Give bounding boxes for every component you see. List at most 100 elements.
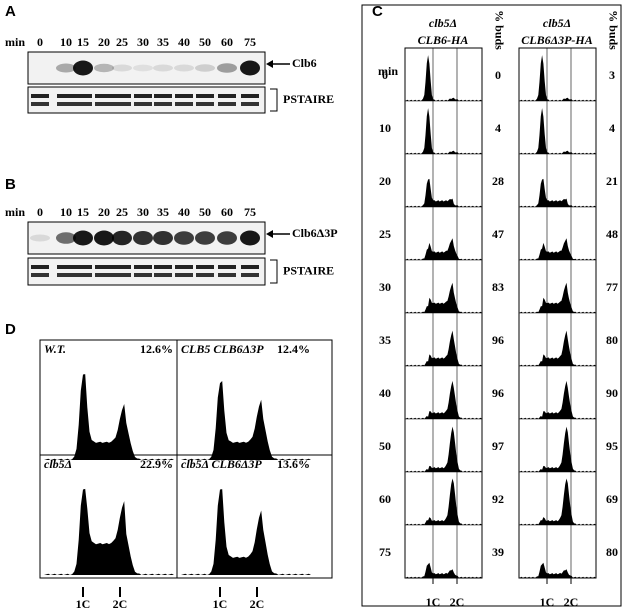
band <box>134 273 152 277</box>
histogram <box>405 55 482 101</box>
panel-label: C <box>372 3 383 20</box>
x-label: 2C <box>250 597 265 611</box>
band <box>95 94 113 98</box>
time-point: 75 <box>379 545 391 559</box>
column-title: CLB6Δ3P-HA <box>521 33 593 47</box>
band <box>218 273 236 277</box>
time-point: 60 <box>221 35 233 49</box>
histogram <box>519 55 596 101</box>
band <box>74 94 92 98</box>
buds-value: 83 <box>492 280 504 294</box>
band <box>240 230 260 246</box>
time-point: 20 <box>379 174 391 188</box>
band <box>31 265 49 269</box>
band <box>241 273 259 277</box>
time-point: 75 <box>244 35 256 49</box>
arrow-head <box>266 60 273 68</box>
band <box>31 273 49 277</box>
time-label: min <box>5 205 25 219</box>
band <box>57 273 75 277</box>
band <box>241 94 259 98</box>
time-point: 10 <box>379 121 391 135</box>
buds-value: 92 <box>492 492 504 506</box>
buds-value: 4 <box>609 121 615 135</box>
band <box>94 230 114 246</box>
buds-value: 69 <box>606 492 618 506</box>
band <box>174 231 194 245</box>
histogram <box>181 381 311 460</box>
histogram <box>405 108 482 154</box>
time-point: 50 <box>379 439 391 453</box>
genotype: CLB5 CLB6Δ3P <box>181 342 264 356</box>
buds-value: 39 <box>492 545 504 559</box>
band <box>175 273 193 277</box>
blot-label: Clb6 <box>292 56 317 70</box>
percent: 22.9% <box>140 457 173 471</box>
panel-label: B <box>5 176 16 193</box>
band <box>196 94 214 98</box>
histogram <box>519 238 596 260</box>
time-point: 30 <box>137 35 149 49</box>
time-point: 30 <box>137 205 149 219</box>
x-label: 1C <box>540 595 555 609</box>
x-label: 2C <box>564 595 579 609</box>
histogram <box>519 562 596 578</box>
histogram <box>405 238 482 260</box>
buds-value: 90 <box>606 386 618 400</box>
buds-value: 28 <box>492 174 504 188</box>
genotype: clb5Δ CLB6Δ3P <box>181 457 262 471</box>
band <box>56 63 76 73</box>
histogram <box>181 489 311 575</box>
time-point: 40 <box>178 205 190 219</box>
band <box>134 265 152 269</box>
band <box>73 60 93 76</box>
band <box>174 64 194 72</box>
buds-value: 77 <box>606 280 618 294</box>
band <box>175 265 193 269</box>
control-label: PSTAIRE <box>283 263 334 277</box>
percent: 12.4% <box>277 342 310 356</box>
histogram <box>405 330 482 366</box>
band <box>113 94 131 98</box>
histogram <box>405 178 482 207</box>
buds-value: 80 <box>606 545 618 559</box>
histogram <box>405 426 482 472</box>
time-point: 10 <box>60 205 72 219</box>
buds-value: 80 <box>606 333 618 347</box>
histogram <box>519 380 596 419</box>
band <box>113 273 131 277</box>
band <box>153 64 173 72</box>
x-label: 2C <box>450 595 465 609</box>
histogram <box>519 426 596 472</box>
panel-d-border <box>39 339 333 579</box>
band <box>134 94 152 98</box>
time-point: 30 <box>379 280 391 294</box>
band <box>196 265 214 269</box>
genotype: W.T. <box>44 342 66 356</box>
time-point: 35 <box>379 333 391 347</box>
blot <box>27 86 266 114</box>
column-title: clb5Δ <box>429 16 457 30</box>
time-point: 60 <box>221 205 233 219</box>
buds-header: % buds <box>606 10 620 50</box>
x-label: 1C <box>213 597 228 611</box>
histogram <box>405 380 482 419</box>
band <box>31 94 49 98</box>
blot <box>27 257 266 286</box>
band <box>57 265 75 269</box>
time-point: 20 <box>98 205 110 219</box>
column-title: clb5Δ <box>543 16 571 30</box>
x-label: 2C <box>113 597 128 611</box>
time-point: 25 <box>116 205 128 219</box>
band <box>175 94 193 98</box>
time-point: 15 <box>77 35 89 49</box>
buds-value: 21 <box>606 174 618 188</box>
band <box>95 265 113 269</box>
time-point: 60 <box>379 492 391 506</box>
genotype: clb5Δ <box>44 457 72 471</box>
time-point: 0 <box>37 35 43 49</box>
histogram <box>519 330 596 366</box>
band <box>218 94 236 98</box>
time-point: 35 <box>157 205 169 219</box>
band <box>217 231 237 245</box>
